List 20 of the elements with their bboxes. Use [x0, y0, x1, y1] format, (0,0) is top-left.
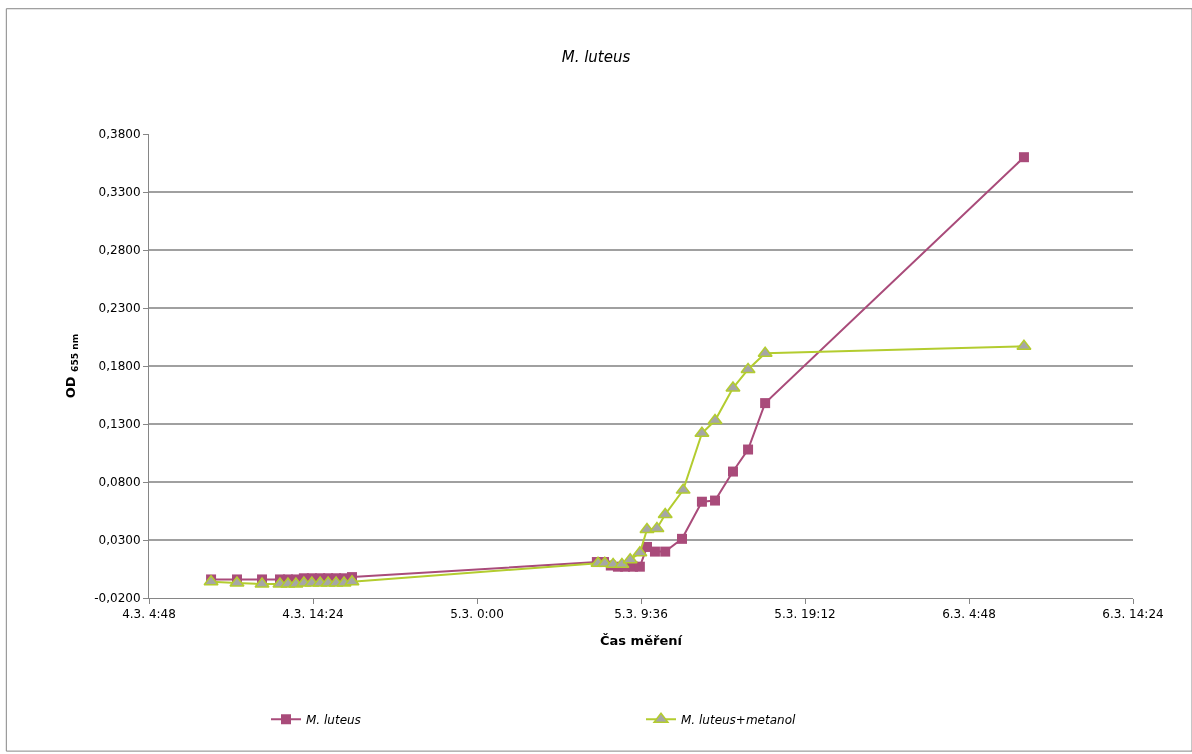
legend-label: M. luteus+metanol [681, 712, 796, 727]
y-tick-label: 0,1800 [98, 359, 141, 374]
x-tick-label: 4.3. 4:48 [122, 607, 176, 622]
x-tick-label: 5.3. 0:00 [450, 607, 504, 622]
y-tick-label: 0,0300 [98, 533, 141, 548]
y-tick-label: 0,3300 [98, 185, 141, 200]
x-tick-label: 6.3. 4:48 [942, 607, 996, 622]
legend-label: M. luteus [306, 712, 361, 727]
x-tick-label: 6.3. 14:24 [1102, 607, 1164, 622]
y-tick-label: 0,0800 [98, 475, 141, 490]
y-tick-label: -0,0200 [94, 591, 141, 606]
y-tick-label: 0,2300 [98, 301, 141, 316]
y-tick-label: 0,2800 [98, 243, 141, 258]
x-tick-label: 4.3. 14:24 [282, 607, 344, 622]
chart-title: M. luteus [561, 47, 631, 66]
y-tick-label: 0,3800 [98, 127, 141, 142]
x-tick-label: 5.3. 9:36 [614, 607, 668, 622]
x-tick-label: 5.3. 19:12 [774, 607, 836, 622]
x-axis-title: Čas měření [600, 633, 684, 648]
y-tick-label: 0,1300 [98, 417, 141, 432]
